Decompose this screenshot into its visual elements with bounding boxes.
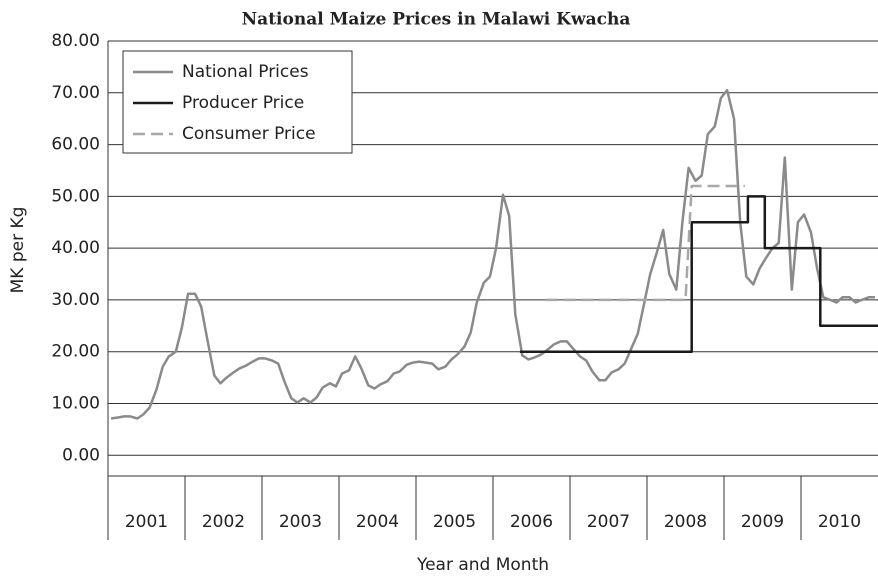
y-tick-label: 50.00 [51, 186, 100, 206]
series-line [519, 195, 878, 353]
x-tick-label: 2002 [202, 512, 245, 532]
x-tick-label: 2006 [510, 512, 553, 532]
y-tick-label: 60.00 [51, 135, 100, 155]
chart-title: National Maize Prices in Malawi Kwacha [242, 10, 631, 30]
y-tick-label: 70.00 [51, 83, 100, 103]
x-tick-label: 2004 [356, 512, 399, 532]
x-tick-label: 2003 [279, 512, 322, 532]
x-tick-label: 2009 [741, 512, 784, 532]
y-tick-label: 10.00 [51, 394, 100, 414]
series-line [545, 184, 745, 302]
x-tick-label: 2001 [125, 512, 168, 532]
legend-label: National Prices [182, 62, 309, 82]
y-tick-label: 40.00 [51, 238, 100, 258]
x-tick-label: 2007 [587, 512, 630, 532]
series-line [110, 88, 875, 420]
y-tick-label: 80.00 [51, 31, 100, 51]
y-tick-label: 20.00 [51, 342, 100, 362]
x-tick-label: 2008 [664, 512, 707, 532]
legend-label: Consumer Price [182, 124, 316, 144]
x-axis-label: Year and Month [416, 555, 549, 575]
y-tick-label: 30.00 [51, 290, 100, 310]
y-tick-label: 0.00 [62, 445, 100, 465]
y-axis-label: MK per Kg [8, 207, 28, 294]
legend-label: Producer Price [182, 93, 304, 113]
x-tick-label: 2005 [433, 512, 476, 532]
x-tick-label: 2010 [818, 512, 861, 532]
